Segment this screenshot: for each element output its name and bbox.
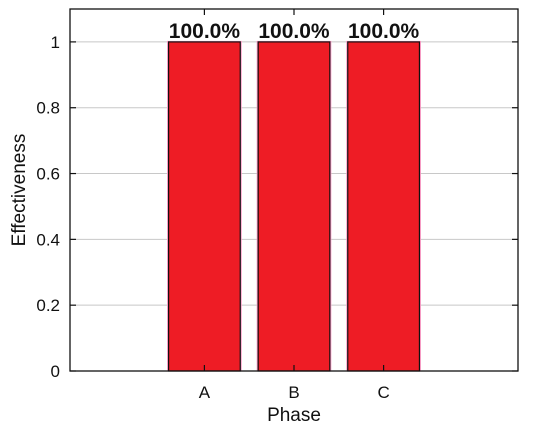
x-axis-title: Phase	[267, 405, 321, 426]
bar-C	[347, 41, 421, 372]
y-axis-title: Effectiveness	[9, 134, 30, 247]
bars	[167, 40, 421, 372]
y-tick-label-5: 1	[51, 33, 60, 52]
y-tick-label-1: 0.2	[36, 296, 60, 315]
bar-A	[167, 41, 241, 372]
bar-B	[257, 41, 331, 372]
data-label-C: 100.0%	[348, 20, 420, 43]
y-tick-label-3: 0.6	[36, 165, 60, 184]
data-labels: 100.0% 100.0% 100.0%	[169, 20, 420, 43]
tick-labels: 0 0.2 0.4 0.6 0.8 1 A B C	[36, 9, 518, 402]
y-tick-label-0: 0	[51, 362, 60, 381]
x-tick-label-B: B	[288, 383, 299, 402]
x-tick-label-A: A	[199, 383, 211, 402]
y-tick-label-2: 0.4	[36, 230, 60, 249]
y-tick-label-4: 0.8	[36, 99, 60, 118]
data-label-A: 100.0%	[169, 20, 241, 43]
data-label-B: 100.0%	[258, 20, 330, 43]
x-tick-label-C: C	[377, 383, 389, 402]
